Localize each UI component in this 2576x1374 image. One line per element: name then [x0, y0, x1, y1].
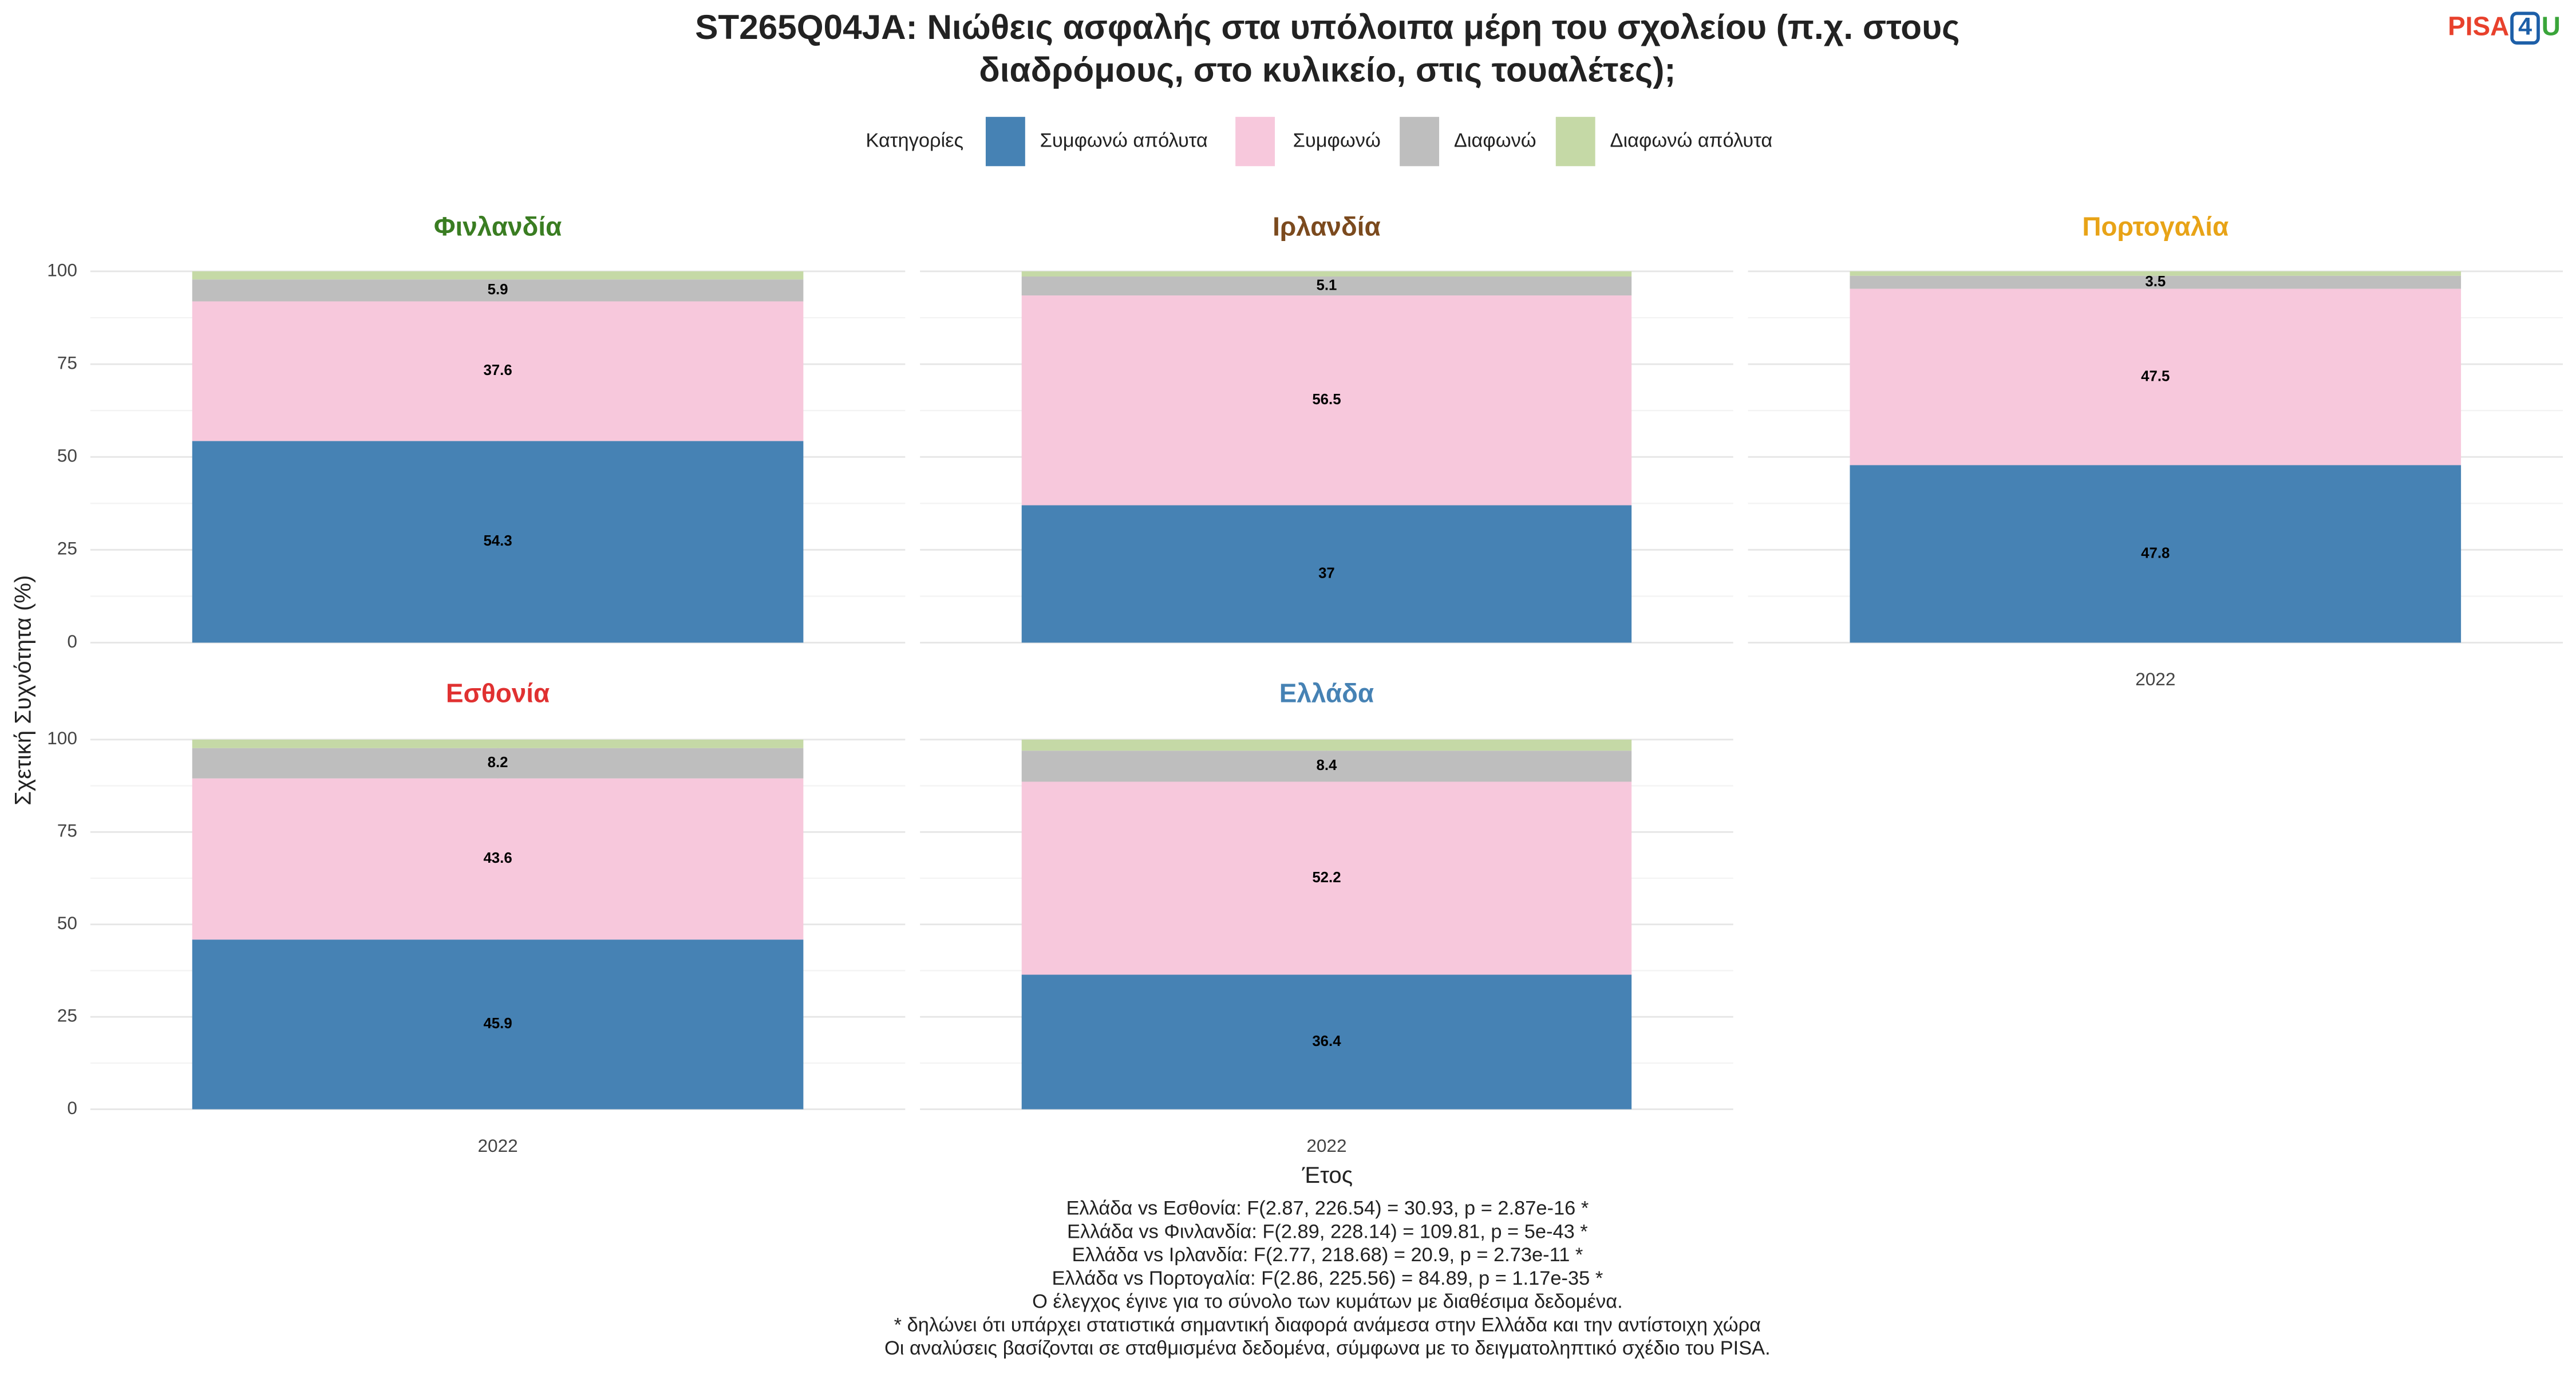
legend-label: Συμφωνώ [1293, 129, 1381, 151]
data-label: 5.9 [488, 282, 508, 298]
legend-label: Διαφωνώ [1454, 129, 1536, 151]
bar-segment [1850, 271, 2462, 276]
data-label: 52.2 [1312, 870, 1341, 886]
bar-segment [1021, 739, 1632, 751]
x-tick-label: 2022 [1306, 1135, 1346, 1156]
bar-segment [1021, 271, 1632, 277]
data-label: 37 [1318, 565, 1335, 581]
logo: PISA 4 U [2448, 11, 2561, 45]
footnote: * δηλώνει ότι υπάρχει στατιστικά σημαντι… [894, 1314, 1761, 1336]
y-tick-label: 0 [67, 631, 77, 652]
data-label: 37.6 [483, 362, 512, 378]
bar-segment [1850, 465, 2462, 643]
legend-title: Κατηγορίες [866, 129, 963, 151]
data-label: 45.9 [483, 1016, 512, 1032]
legend-label: Διαφωνώ απόλυτα [1610, 129, 1773, 151]
y-tick-label: 100 [47, 728, 77, 748]
logo-text: 4 [2518, 13, 2532, 41]
panel-title: Ιρλανδία [1273, 211, 1381, 241]
y-tick-label: 50 [57, 445, 77, 466]
bar-segment [192, 441, 804, 643]
data-label: 43.6 [483, 850, 512, 866]
y-axis-label: Σχετική Συχνότητα (%) [10, 575, 36, 806]
logo-box [2510, 11, 2540, 45]
bar-segment [192, 279, 804, 302]
bar-segment [1021, 505, 1632, 643]
legend-swatch [1400, 117, 1440, 167]
panel-title: Πορτογαλία [2082, 211, 2229, 241]
bar-segment [1021, 276, 1632, 296]
bar-segment [1021, 974, 1632, 1110]
x-tick-label: 2022 [2135, 669, 2175, 689]
y-tick-label: 75 [57, 820, 77, 841]
bar-segment [192, 939, 804, 1110]
y-tick-label: 0 [67, 1097, 77, 1118]
data-label: 8.4 [1316, 757, 1337, 773]
data-label: 56.5 [1312, 392, 1341, 408]
footnote: Ελλάδα vs Ιρλανδία: F(2.77, 218.68) = 20… [1072, 1244, 1583, 1266]
y-tick-label: 100 [47, 259, 77, 280]
y-tick-label: 25 [57, 1005, 77, 1025]
x-tick-label: 2022 [477, 1135, 517, 1156]
legend-swatch [1235, 117, 1275, 167]
data-label: 47.5 [2141, 368, 2170, 384]
footnote: Οι αναλύσεις βασίζονται σε σταθμισμένα δ… [884, 1337, 1771, 1359]
data-label: 36.4 [1312, 1033, 1341, 1049]
footnote: Ελλάδα vs Φινλανδία: F(2.89, 228.14) = 1… [1067, 1221, 1588, 1242]
footnote: Ο έλεγχος έγινε για το σύνολο των κυμάτω… [1032, 1291, 1623, 1313]
y-tick-label: 50 [57, 913, 77, 933]
bar-segment [1850, 289, 2462, 465]
footnote: Ελλάδα vs Πορτογαλία: F(2.86, 225.56) = … [1052, 1268, 1603, 1289]
bar-segment [1850, 275, 2462, 289]
chart-title: διαδρόμους, στο κυλικείο, στις τουαλέτες… [979, 50, 1676, 89]
footnote: Ελλάδα vs Εσθονία: F(2.87, 226.54) = 30.… [1066, 1198, 1589, 1219]
bar-segment [192, 739, 804, 748]
panel-title: Ελλάδα [1279, 678, 1374, 708]
bar-segment [1021, 295, 1632, 506]
legend-swatch [985, 117, 1025, 167]
legend-label: Συμφωνώ απόλυτα [1040, 129, 1208, 151]
bar-segment [192, 748, 804, 779]
bar-segment [192, 271, 804, 280]
panel-title: Φινλανδία [434, 211, 562, 241]
bar-segment [192, 778, 804, 940]
chart-title: ST265Q04JA: Νιώθεις ασφαλής στα υπόλοιπα… [695, 7, 1959, 46]
legend-swatch [1555, 117, 1595, 167]
x-axis-label: Έτος [1302, 1162, 1353, 1188]
data-label: 54.3 [483, 533, 512, 549]
bar-segment [1021, 781, 1632, 975]
data-label: 5.1 [1316, 277, 1337, 293]
panel-title: Εσθονία [446, 678, 550, 708]
data-label: 47.8 [2141, 545, 2170, 561]
data-label: 8.2 [488, 755, 508, 771]
logo-text: U [2542, 11, 2561, 41]
bar-segment [192, 301, 804, 441]
logo-text: PISA [2448, 11, 2509, 41]
y-tick-label: 75 [57, 352, 77, 373]
data-label: 3.5 [2145, 274, 2166, 290]
bar-segment [1021, 751, 1632, 782]
y-tick-label: 25 [57, 538, 77, 559]
